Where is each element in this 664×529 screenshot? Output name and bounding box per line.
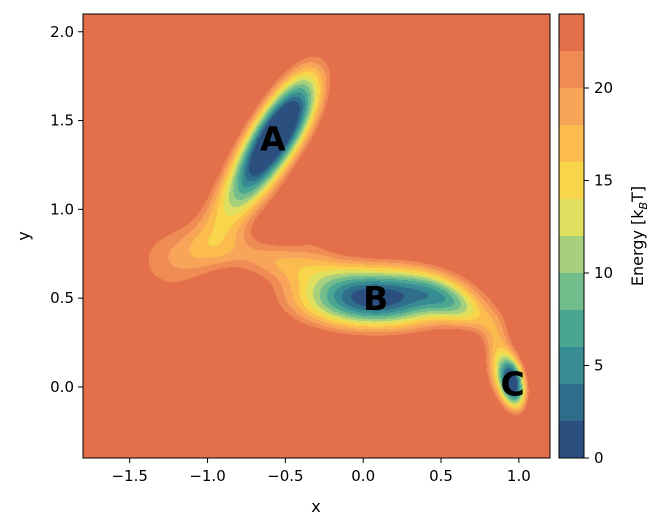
y-tick-label: 1.0 [50,200,74,218]
contour-plot: A B C −1.5 −1.0 −0.5 0.0 0.5 1.0 0.0 0.5 1.0 1.5 2.… [14,13,551,516]
minimum-label-b: B [363,279,388,318]
colorbar-tick-label: 0 [594,449,604,467]
x-tick-label: −0.5 [267,467,303,485]
colorbar-tick-label: 10 [594,264,613,282]
minimum-label-c: C [501,364,525,403]
x-axis-label: x [311,497,320,516]
colorbar-ticks: 0 5 10 15 20 [584,79,613,467]
y-tick-label: 2.0 [50,23,74,41]
y-tick-label: 0.5 [50,289,74,307]
x-tick-label: 1.0 [507,467,531,485]
colorbar-label-suffix: T] [628,186,647,203]
x-tick-label: 0.0 [351,467,375,485]
y-axis-label: y [14,231,33,240]
minimum-label-a: A [260,119,286,158]
colorbar-label-subscript: B [637,202,650,210]
colorbar-label: Energy [kBT] [628,186,650,286]
x-axis: −1.5 −1.0 −0.5 0.0 0.5 1.0 [111,458,531,485]
y-tick-label: 0.0 [50,378,74,396]
x-tick-label: −1.5 [111,467,147,485]
y-tick-label: 1.5 [50,112,74,130]
colorbar-tick-label: 5 [594,357,604,375]
colorbar-label-prefix: Energy [k [628,209,647,286]
plot-frame [82,13,551,459]
minima-labels: A B C [260,119,525,403]
colorbar-tick-label: 15 [594,172,613,190]
colorbar-tick-label: 20 [594,79,613,97]
energy-contour-image [83,14,550,458]
colorbar: 0 5 10 15 20 Energy [kBT] [558,13,650,467]
x-tick-label: 0.5 [429,467,453,485]
colorbar-gradient [558,13,585,459]
x-tick-label: −1.0 [189,467,225,485]
y-axis: 0.0 0.5 1.0 1.5 2.0 [50,23,83,396]
